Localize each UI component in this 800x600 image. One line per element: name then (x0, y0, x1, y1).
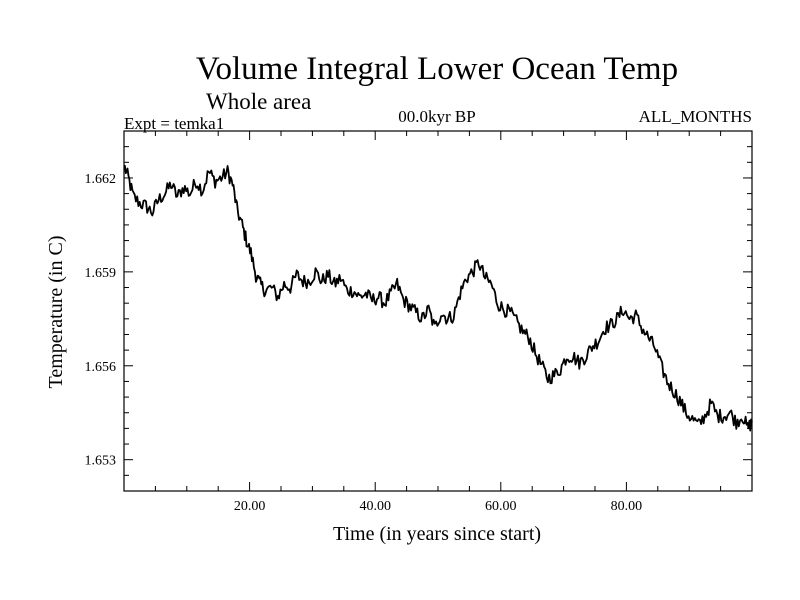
series-lines (123, 164, 753, 432)
x-tick-label: 60.00 (485, 499, 517, 514)
period-label: 00.0kyr BP (398, 107, 475, 126)
y-tick-labels: 1.653 1.656 1.659 1.662 (85, 172, 117, 469)
series-line (123, 164, 753, 432)
x-tick-label: 80.00 (611, 499, 643, 514)
x-tick-labels: 20.00 40.00 60.00 80.00 (234, 499, 642, 514)
axes (123, 130, 753, 492)
months-label: ALL_MONTHS (639, 107, 752, 126)
x-tick-label: 40.00 (359, 499, 391, 514)
y-tick-label: 1.656 (85, 360, 117, 375)
experiment-label: Expt = temka1 (124, 114, 224, 133)
y-axis-label: Temperature (in C) (45, 236, 67, 389)
y-tick-label: 1.662 (85, 172, 117, 187)
chart-subtitle: Whole area (206, 89, 311, 114)
tick-marks (124, 130, 752, 492)
y-tick-label: 1.653 (85, 454, 117, 469)
y-tick-label: 1.659 (85, 266, 117, 281)
chart-title: Volume Integral Lower Ocean Temp (196, 51, 678, 87)
x-tick-label: 20.00 (234, 499, 266, 514)
x-axis-label: Time (in years since start) (333, 523, 541, 545)
plot-frame (123, 130, 753, 492)
